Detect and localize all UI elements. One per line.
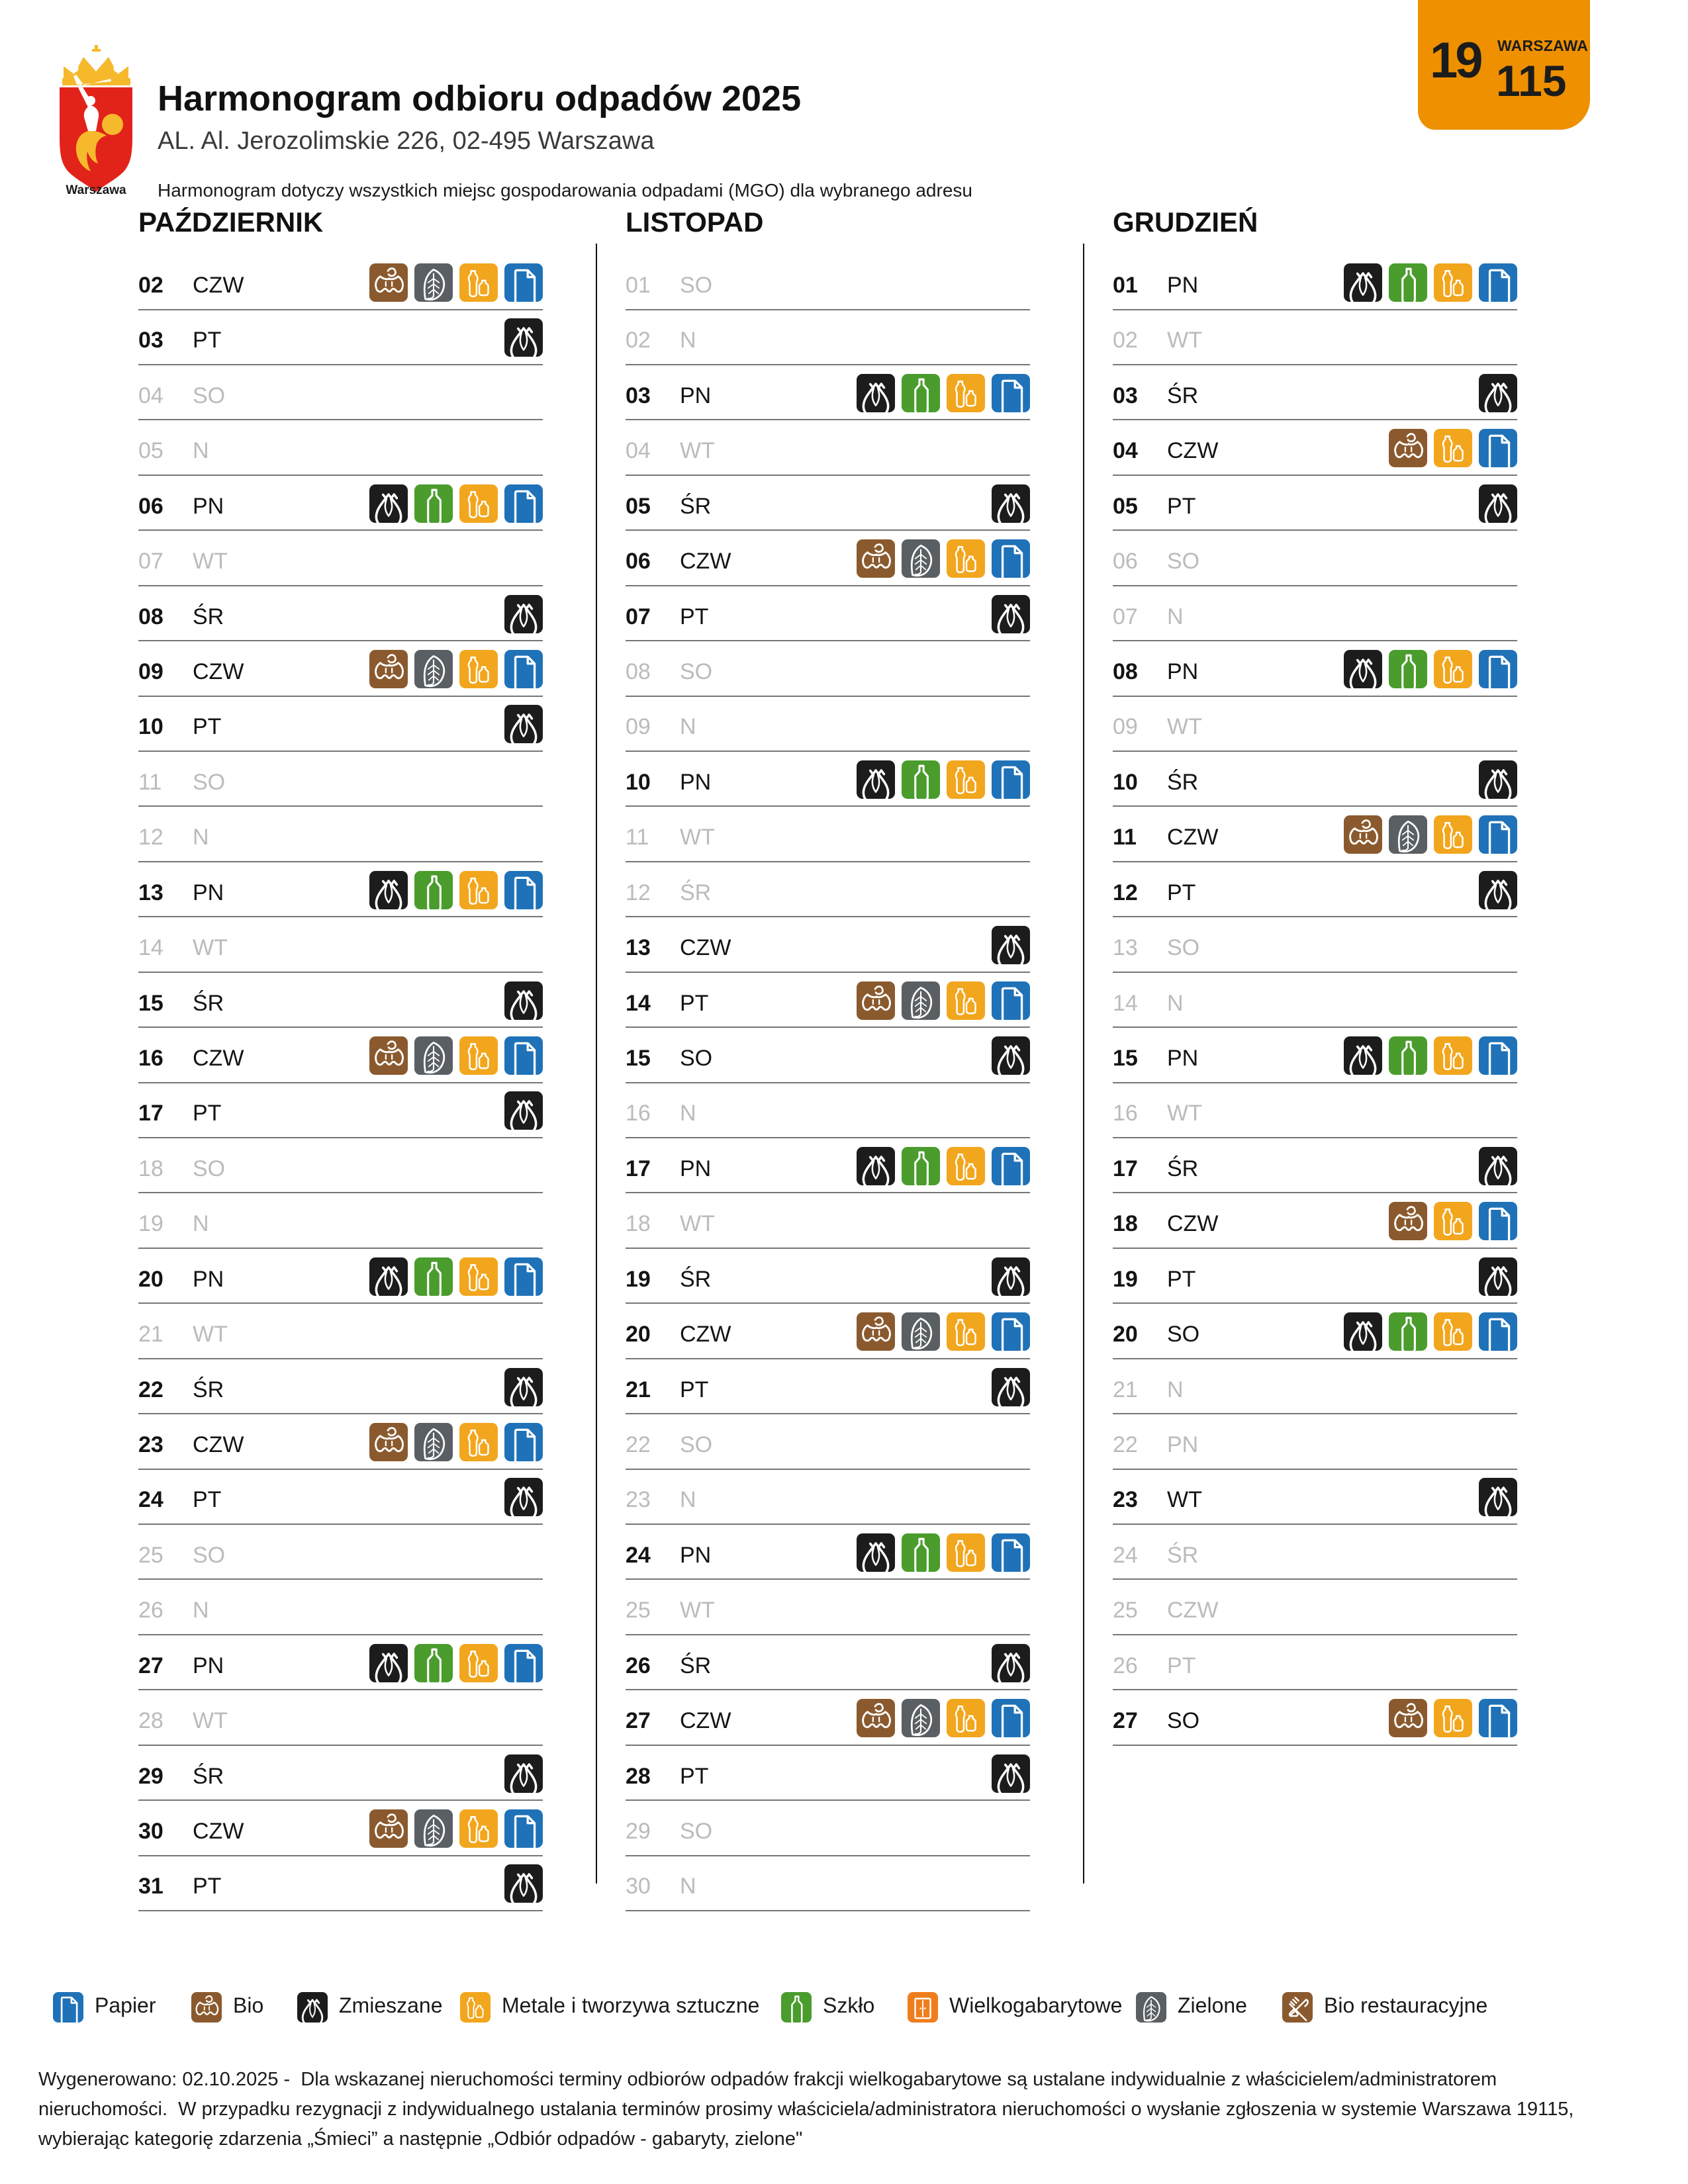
svg-text:Warszawa: Warszawa — [66, 183, 126, 197]
